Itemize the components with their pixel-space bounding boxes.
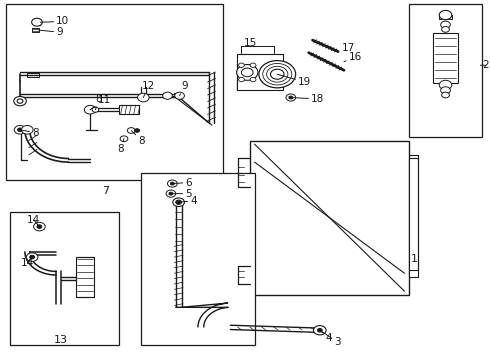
Text: 18: 18 (291, 94, 324, 104)
Text: 1: 1 (411, 254, 417, 264)
Circle shape (171, 182, 174, 185)
Circle shape (250, 77, 256, 82)
Circle shape (441, 21, 450, 28)
Text: 5: 5 (171, 189, 192, 199)
Circle shape (250, 63, 256, 67)
Circle shape (259, 60, 295, 88)
Bar (439, 15, 452, 19)
Text: 12: 12 (142, 81, 155, 98)
Circle shape (239, 63, 245, 67)
Circle shape (169, 192, 173, 195)
Text: 8: 8 (131, 131, 145, 145)
Circle shape (166, 190, 176, 197)
Bar (27, 73, 39, 77)
Circle shape (138, 93, 149, 102)
Circle shape (263, 63, 292, 85)
Text: 3: 3 (320, 330, 341, 347)
Text: 6: 6 (172, 177, 192, 188)
Bar (434, 33, 458, 83)
Bar (119, 105, 140, 114)
Circle shape (168, 180, 177, 187)
Circle shape (242, 68, 253, 77)
Circle shape (314, 325, 326, 335)
Bar (5, 4, 223, 180)
Circle shape (22, 126, 33, 134)
Text: 11: 11 (90, 95, 111, 110)
Bar (250, 140, 409, 295)
Bar (237, 54, 283, 90)
Circle shape (17, 99, 23, 103)
Circle shape (163, 92, 172, 99)
Circle shape (34, 222, 45, 231)
Text: 14: 14 (27, 215, 41, 226)
Text: 17: 17 (342, 43, 355, 53)
Circle shape (439, 10, 452, 20)
Text: 8: 8 (117, 139, 124, 154)
Circle shape (176, 200, 181, 204)
Circle shape (237, 64, 258, 80)
Circle shape (84, 105, 96, 114)
Circle shape (127, 128, 135, 134)
Circle shape (441, 87, 450, 94)
Circle shape (441, 27, 449, 32)
Circle shape (439, 80, 452, 90)
Circle shape (441, 92, 449, 98)
Circle shape (270, 69, 284, 79)
Bar (34, 20, 40, 25)
Text: 8: 8 (20, 128, 39, 138)
Bar (75, 257, 94, 297)
Circle shape (14, 96, 26, 106)
Text: 2: 2 (480, 60, 489, 70)
Circle shape (14, 126, 26, 134)
Circle shape (32, 18, 42, 26)
Circle shape (175, 92, 184, 99)
Circle shape (135, 129, 140, 132)
Circle shape (318, 328, 322, 332)
Text: 9: 9 (39, 27, 63, 37)
Circle shape (286, 94, 295, 101)
Text: 7: 7 (102, 186, 109, 197)
Text: 16: 16 (344, 51, 362, 62)
Text: 4: 4 (320, 330, 332, 343)
Text: 14: 14 (21, 257, 34, 268)
Circle shape (173, 198, 184, 207)
Circle shape (239, 77, 245, 82)
Bar (409, 4, 482, 137)
Bar (32, 28, 39, 32)
Bar (409, 158, 418, 277)
Text: 9: 9 (180, 81, 188, 96)
Bar (10, 212, 119, 345)
Circle shape (120, 136, 128, 141)
Circle shape (26, 253, 38, 261)
Circle shape (18, 128, 23, 132)
Circle shape (92, 107, 99, 112)
Text: 13: 13 (54, 335, 68, 345)
Text: 19: 19 (277, 74, 311, 87)
Text: 10: 10 (40, 17, 70, 27)
Bar (141, 173, 254, 345)
Text: 8: 8 (95, 94, 101, 110)
Circle shape (267, 66, 288, 82)
Circle shape (37, 225, 42, 228)
Circle shape (289, 96, 293, 99)
Text: 15: 15 (244, 38, 257, 48)
Circle shape (30, 255, 34, 259)
Text: 4: 4 (179, 196, 197, 206)
